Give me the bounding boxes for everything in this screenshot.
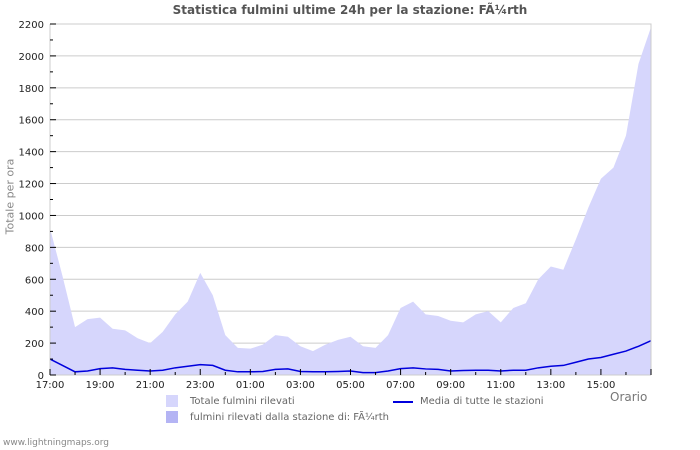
legend-station-label: fulmini rilevati dalla stazione di: FÃ¼r… <box>190 412 390 423</box>
legend-average-line <box>393 401 413 403</box>
x-tick-label: 03:00 <box>286 380 315 391</box>
x-tick-label: 01:00 <box>236 380 265 391</box>
y-tick-label: 2000 <box>19 52 44 63</box>
y-tick-label: 1800 <box>19 84 44 95</box>
legend-total-label: Totale fulmini rilevati <box>190 396 295 407</box>
y-tick-label: 1200 <box>19 180 44 191</box>
x-tick-label: 07:00 <box>386 380 415 391</box>
y-tick-label: 2200 <box>19 20 44 31</box>
x-tick-label: 17:00 <box>36 380 65 391</box>
x-tick-label: 11:00 <box>486 380 515 391</box>
y-tick-label: 600 <box>25 275 44 286</box>
y-tick-label: 1000 <box>19 211 44 222</box>
y-tick-label: 1600 <box>19 116 44 127</box>
plot-frame <box>50 23 652 375</box>
x-tick-label: 15:00 <box>587 380 616 391</box>
y-tick-label: 0 <box>38 371 44 382</box>
y-tick-label: 400 <box>25 307 44 318</box>
y-tick-label: 200 <box>25 339 44 350</box>
x-tick-label: 13:00 <box>536 380 565 391</box>
chart-title: Statistica fulmini ultime 24h per la sta… <box>172 3 528 17</box>
x-tick-label: 21:00 <box>136 380 165 391</box>
x-tick-label: 19:00 <box>86 380 115 391</box>
y-tick-label: 1400 <box>19 148 44 159</box>
total-area <box>50 27 651 375</box>
x-axis-label: Orario <box>610 390 648 404</box>
x-tick-label: 09:00 <box>436 380 465 391</box>
footer-link[interactable]: www.lightningmaps.org <box>3 438 109 448</box>
x-tick-label: 05:00 <box>336 380 365 391</box>
y-tick-label: 800 <box>25 243 44 254</box>
legend-station-swatch <box>166 411 178 423</box>
x-tick-label: 23:00 <box>186 380 215 391</box>
legend-total-swatch <box>166 395 178 407</box>
legend-average-label: Media di tutte le stazioni <box>420 396 544 407</box>
